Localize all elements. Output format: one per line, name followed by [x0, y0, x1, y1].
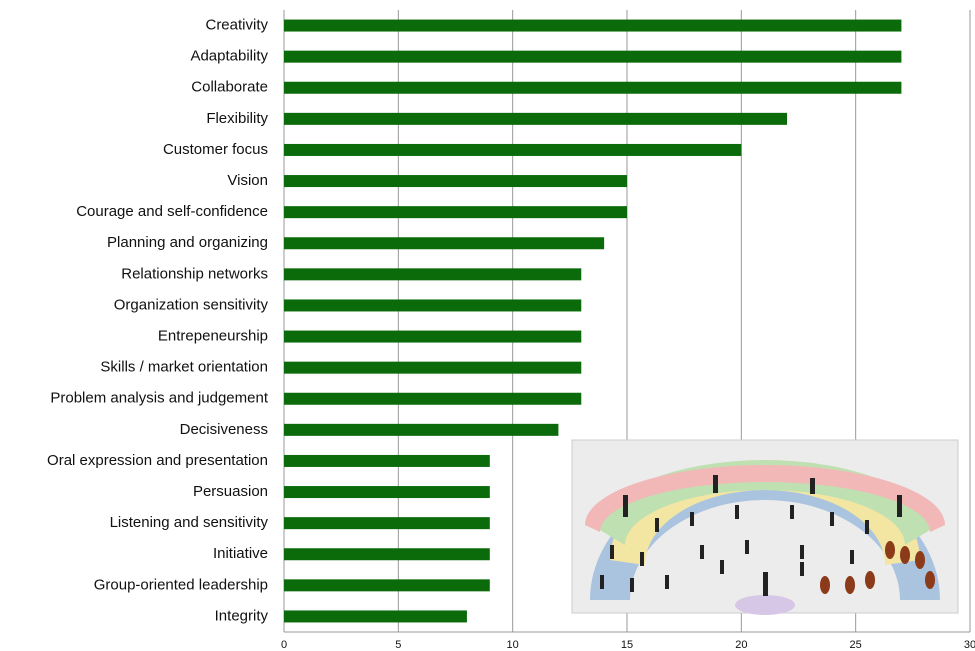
y-tick-label: Customer focus	[163, 141, 268, 158]
y-tick-label: Integrity	[215, 607, 269, 624]
y-tick-label: Adaptability	[190, 48, 268, 65]
chart: 0 5 10 15 20 25 30 Creativity Adaptability Collab…	[0, 0, 975, 651]
bar	[284, 175, 627, 187]
bar	[284, 113, 787, 125]
x-tick-label: 5	[395, 639, 401, 651]
orchestra-illustration	[572, 440, 958, 615]
bar	[284, 144, 741, 156]
y-tick-label: Listening and sensitivity	[110, 514, 269, 531]
bar	[284, 548, 490, 560]
bar	[284, 20, 901, 32]
x-tick-label: 30	[964, 639, 975, 651]
y-tick-label: Persuasion	[193, 483, 268, 500]
bar	[284, 331, 581, 343]
bar	[284, 362, 581, 374]
y-tick-label: Entrepeneurship	[158, 328, 268, 345]
podium	[735, 595, 795, 615]
bar	[284, 82, 901, 94]
y-tick-label: Organization sensitivity	[114, 296, 269, 313]
bar	[284, 455, 490, 467]
y-tick-label: Creativity	[205, 17, 268, 34]
x-tick-label: 10	[507, 639, 519, 651]
bar	[284, 299, 581, 311]
bar	[284, 237, 604, 249]
y-tick-label: Group-oriented leadership	[94, 576, 268, 593]
y-tick-label: Decisiveness	[180, 421, 268, 438]
bar	[284, 610, 467, 622]
bar	[284, 51, 901, 63]
bar	[284, 579, 490, 591]
bar	[284, 268, 581, 280]
y-tick-label: Courage and self-confidence	[76, 203, 268, 220]
x-tick-label: 20	[735, 639, 747, 651]
bar	[284, 424, 558, 436]
y-tick-label: Vision	[227, 172, 268, 189]
y-tick-label: Initiative	[213, 545, 268, 562]
y-tick-label: Collaborate	[191, 79, 268, 96]
x-tick-label: 0	[281, 639, 287, 651]
bar	[284, 206, 627, 218]
x-tick-label: 25	[850, 639, 862, 651]
bar	[284, 393, 581, 405]
y-tick-label: Oral expression and presentation	[47, 452, 268, 469]
y-tick-label: Relationship networks	[121, 265, 268, 282]
y-tick-label: Skills / market orientation	[100, 359, 268, 376]
x-tick-label: 15	[621, 639, 633, 651]
y-tick-label: Flexibility	[206, 110, 268, 127]
y-tick-label: Problem analysis and judgement	[50, 390, 268, 407]
bar	[284, 486, 490, 498]
y-tick-label: Planning and organizing	[107, 234, 268, 251]
bar	[284, 517, 490, 529]
